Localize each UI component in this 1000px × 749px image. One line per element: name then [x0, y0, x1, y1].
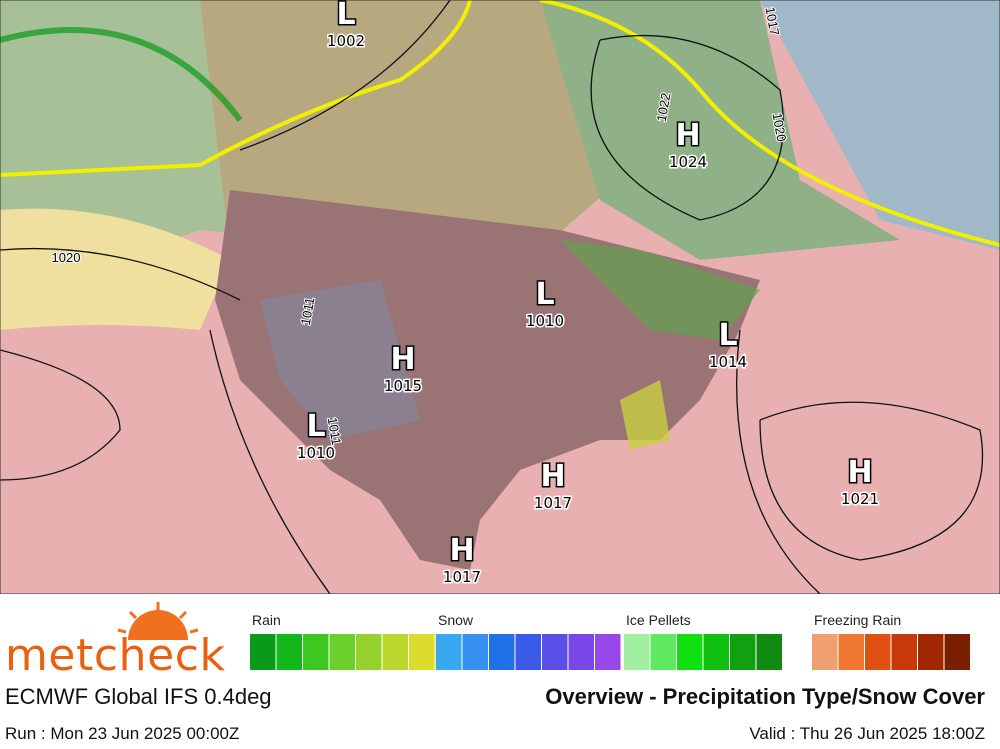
pressure-center: H [449, 533, 474, 568]
legend-swatch [515, 634, 541, 670]
pressure-value: 1010 [526, 312, 564, 330]
pressure-value: 1017 [443, 568, 481, 586]
legend-swatch [891, 634, 917, 670]
legend-label: Freezing Rain [814, 612, 901, 628]
isobars [0, 0, 984, 595]
legend-swatch [489, 634, 515, 670]
isobar-label: 1022 [654, 92, 674, 123]
title: Overview - Precipitation Type/Snow Cover [545, 684, 985, 709]
pressure-center: L [535, 277, 554, 312]
map [0, 0, 1000, 595]
model-name: ECMWF Global IFS 0.4deg [5, 684, 272, 709]
legend-swatch [677, 634, 703, 670]
isobar-label: 1017 [763, 6, 783, 37]
legend-swatch [812, 634, 838, 670]
legend-label: Ice Pellets [626, 612, 691, 628]
legend-swatch [382, 634, 408, 670]
rain-area [620, 380, 670, 450]
legend-swatch [409, 634, 435, 670]
legend-label: Rain [252, 612, 281, 628]
rain-area [560, 240, 760, 340]
pressure-value: 1002 [327, 32, 365, 50]
east-canada [540, 0, 900, 260]
legend-swatch [329, 634, 355, 670]
legend-swatch [436, 634, 462, 670]
isobar-label: 1011 [298, 296, 318, 326]
legend-swatch [703, 634, 729, 670]
legend-swatch [650, 634, 676, 670]
legend-swatch [838, 634, 864, 670]
pressure-center: H [540, 459, 565, 494]
pressure-value: 1021 [841, 490, 879, 508]
legend-swatch [250, 634, 276, 670]
legend-swatch [730, 634, 756, 670]
pressure-value: 1010 [297, 444, 335, 462]
legend-swatch [356, 634, 382, 670]
pressure-center: L [718, 318, 737, 353]
legend-label: Snow [438, 612, 474, 628]
legend-swatch [462, 634, 488, 670]
run-time: Run : Mon 23 Jun 2025 00:00Z [5, 724, 239, 743]
pressure-value: 1017 [534, 494, 572, 512]
rain-band [0, 27, 243, 122]
legend-swatch [865, 634, 891, 670]
pressure-value: 1024 [669, 153, 707, 171]
labrador [760, 0, 1000, 250]
legend-swatch [918, 634, 944, 670]
legend-swatch [756, 634, 782, 670]
pressure-center: L [306, 409, 325, 444]
legend-swatch [624, 634, 650, 670]
pressure-center: L [336, 0, 355, 32]
logo-sun [117, 602, 199, 640]
legend-swatch [568, 634, 594, 670]
canada-zone [200, 0, 620, 250]
valid-time: Valid : Thu 26 Jun 2025 18:00Z [749, 724, 985, 743]
snow-line [0, 0, 472, 177]
isobar-label: 1020 [770, 112, 790, 143]
legend-swatch [542, 634, 568, 670]
legend-swatch [595, 634, 621, 670]
logo: metcheck [5, 630, 226, 681]
legend-swatch [944, 634, 970, 670]
snow-line [539, 0, 1000, 247]
pressure-center: H [847, 455, 872, 490]
isobar-label: 1011 [325, 416, 345, 446]
pressure-center: H [675, 118, 700, 153]
legend-swatch [276, 634, 302, 670]
pressure-value: 1015 [384, 377, 422, 395]
pressure-center: H [390, 342, 415, 377]
southwest [260, 280, 420, 440]
legend-swatch [303, 634, 329, 670]
yellow-zone [0, 208, 230, 330]
isobar-label: 1020 [52, 250, 81, 265]
pressure-value: 1014 [709, 353, 747, 371]
